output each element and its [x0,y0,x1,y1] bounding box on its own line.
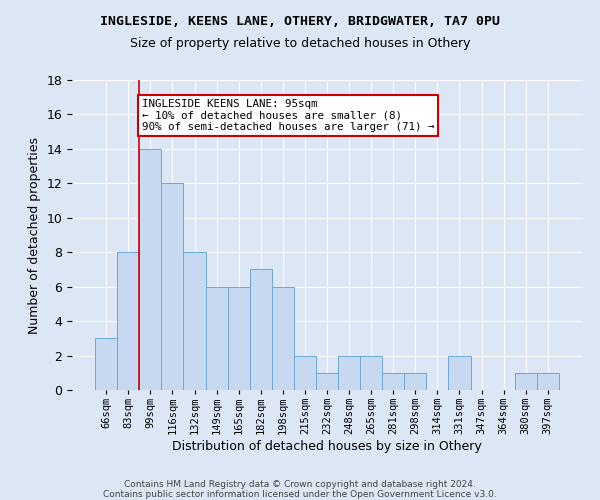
Bar [250,270,272,390]
Bar [537,373,559,390]
Bar [448,356,470,390]
Bar [382,373,404,390]
X-axis label: Distribution of detached houses by size in Othery: Distribution of detached houses by size … [172,440,482,453]
Bar [316,373,338,390]
Bar [272,286,294,390]
Bar [338,356,360,390]
Bar [404,373,427,390]
Bar [117,252,139,390]
Bar [515,373,537,390]
Bar [161,184,184,390]
Bar [139,149,161,390]
Bar [227,286,250,390]
Text: INGLESIDE KEENS LANE: 95sqm
← 10% of detached houses are smaller (8)
90% of semi: INGLESIDE KEENS LANE: 95sqm ← 10% of det… [142,99,434,132]
Bar [360,356,382,390]
Bar [294,356,316,390]
Y-axis label: Number of detached properties: Number of detached properties [28,136,41,334]
Bar [184,252,206,390]
Bar [95,338,117,390]
Text: INGLESIDE, KEENS LANE, OTHERY, BRIDGWATER, TA7 0PU: INGLESIDE, KEENS LANE, OTHERY, BRIDGWATE… [100,15,500,28]
Bar [206,286,227,390]
Text: Size of property relative to detached houses in Othery: Size of property relative to detached ho… [130,38,470,51]
Text: Contains HM Land Registry data © Crown copyright and database right 2024.
Contai: Contains HM Land Registry data © Crown c… [103,480,497,500]
